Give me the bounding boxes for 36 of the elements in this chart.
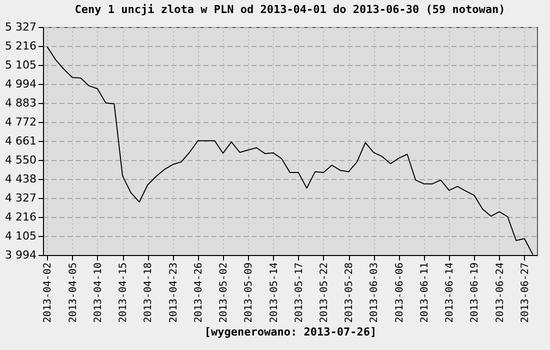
x-tick-label: 2013-05-02 (218, 262, 230, 323)
y-tick-label: 4 772 (5, 115, 36, 128)
x-tick-label: 2013-06-19 (470, 262, 481, 323)
x-tick-label: 2013-04-10 (92, 262, 104, 323)
x-tick-label: 2013-04-23 (168, 262, 180, 323)
x-tick-label: 2013-04-05 (68, 262, 79, 323)
x-tick-label: 2013-06-27 (520, 262, 531, 323)
x-tick-label: 2013-05-17 (294, 262, 305, 323)
x-tick-label: 2013-06-24 (494, 262, 506, 323)
x-tick-label: 2013-06-03 (369, 262, 380, 323)
y-tick-label: 4 327 (5, 192, 36, 205)
x-tick-label: 2013-05-28 (344, 262, 356, 323)
x-tick-label: 2013-05-14 (268, 262, 280, 323)
y-tick-label: 4 883 (5, 96, 36, 110)
x-tick-label: 2013-05-22 (318, 262, 330, 323)
x-tick-label: 2013-06-11 (419, 262, 430, 323)
x-tick-label: 2013-04-02 (42, 262, 54, 323)
x-tick-label: 2013-05-09 (244, 262, 255, 323)
x-tick-label: 2013-04-18 (143, 262, 154, 323)
x-tick-label: 2013-06-06 (394, 262, 406, 323)
y-tick-label: 5 105 (5, 58, 36, 72)
y-tick-label: 5 327 (5, 20, 36, 34)
x-tick-label: 2013-04-15 (118, 262, 130, 323)
y-tick-label: 4 438 (5, 172, 36, 186)
chart-title: Ceny 1 uncji zlota w PLN od 2013-04-01 do 2013-06-30 (59 notowan) (74, 3, 506, 16)
y-tick-label: 5 216 (5, 39, 36, 52)
x-axis-title: [wygenerowano: 2013-07-26] (204, 326, 377, 339)
x-tick-label: 2013-06-14 (444, 262, 456, 323)
y-tick-label: 4 994 (5, 77, 36, 90)
line-series (46, 46, 534, 255)
y-tick-label: 4 105 (5, 230, 36, 243)
x-tick-label: 2013-04-26 (193, 262, 204, 323)
y-tick-label: 3 994 (5, 248, 36, 262)
y-tick-label: 4 216 (5, 210, 36, 224)
y-tick-label: 4 661 (5, 134, 36, 148)
y-tick-label: 4 550 (5, 153, 36, 166)
